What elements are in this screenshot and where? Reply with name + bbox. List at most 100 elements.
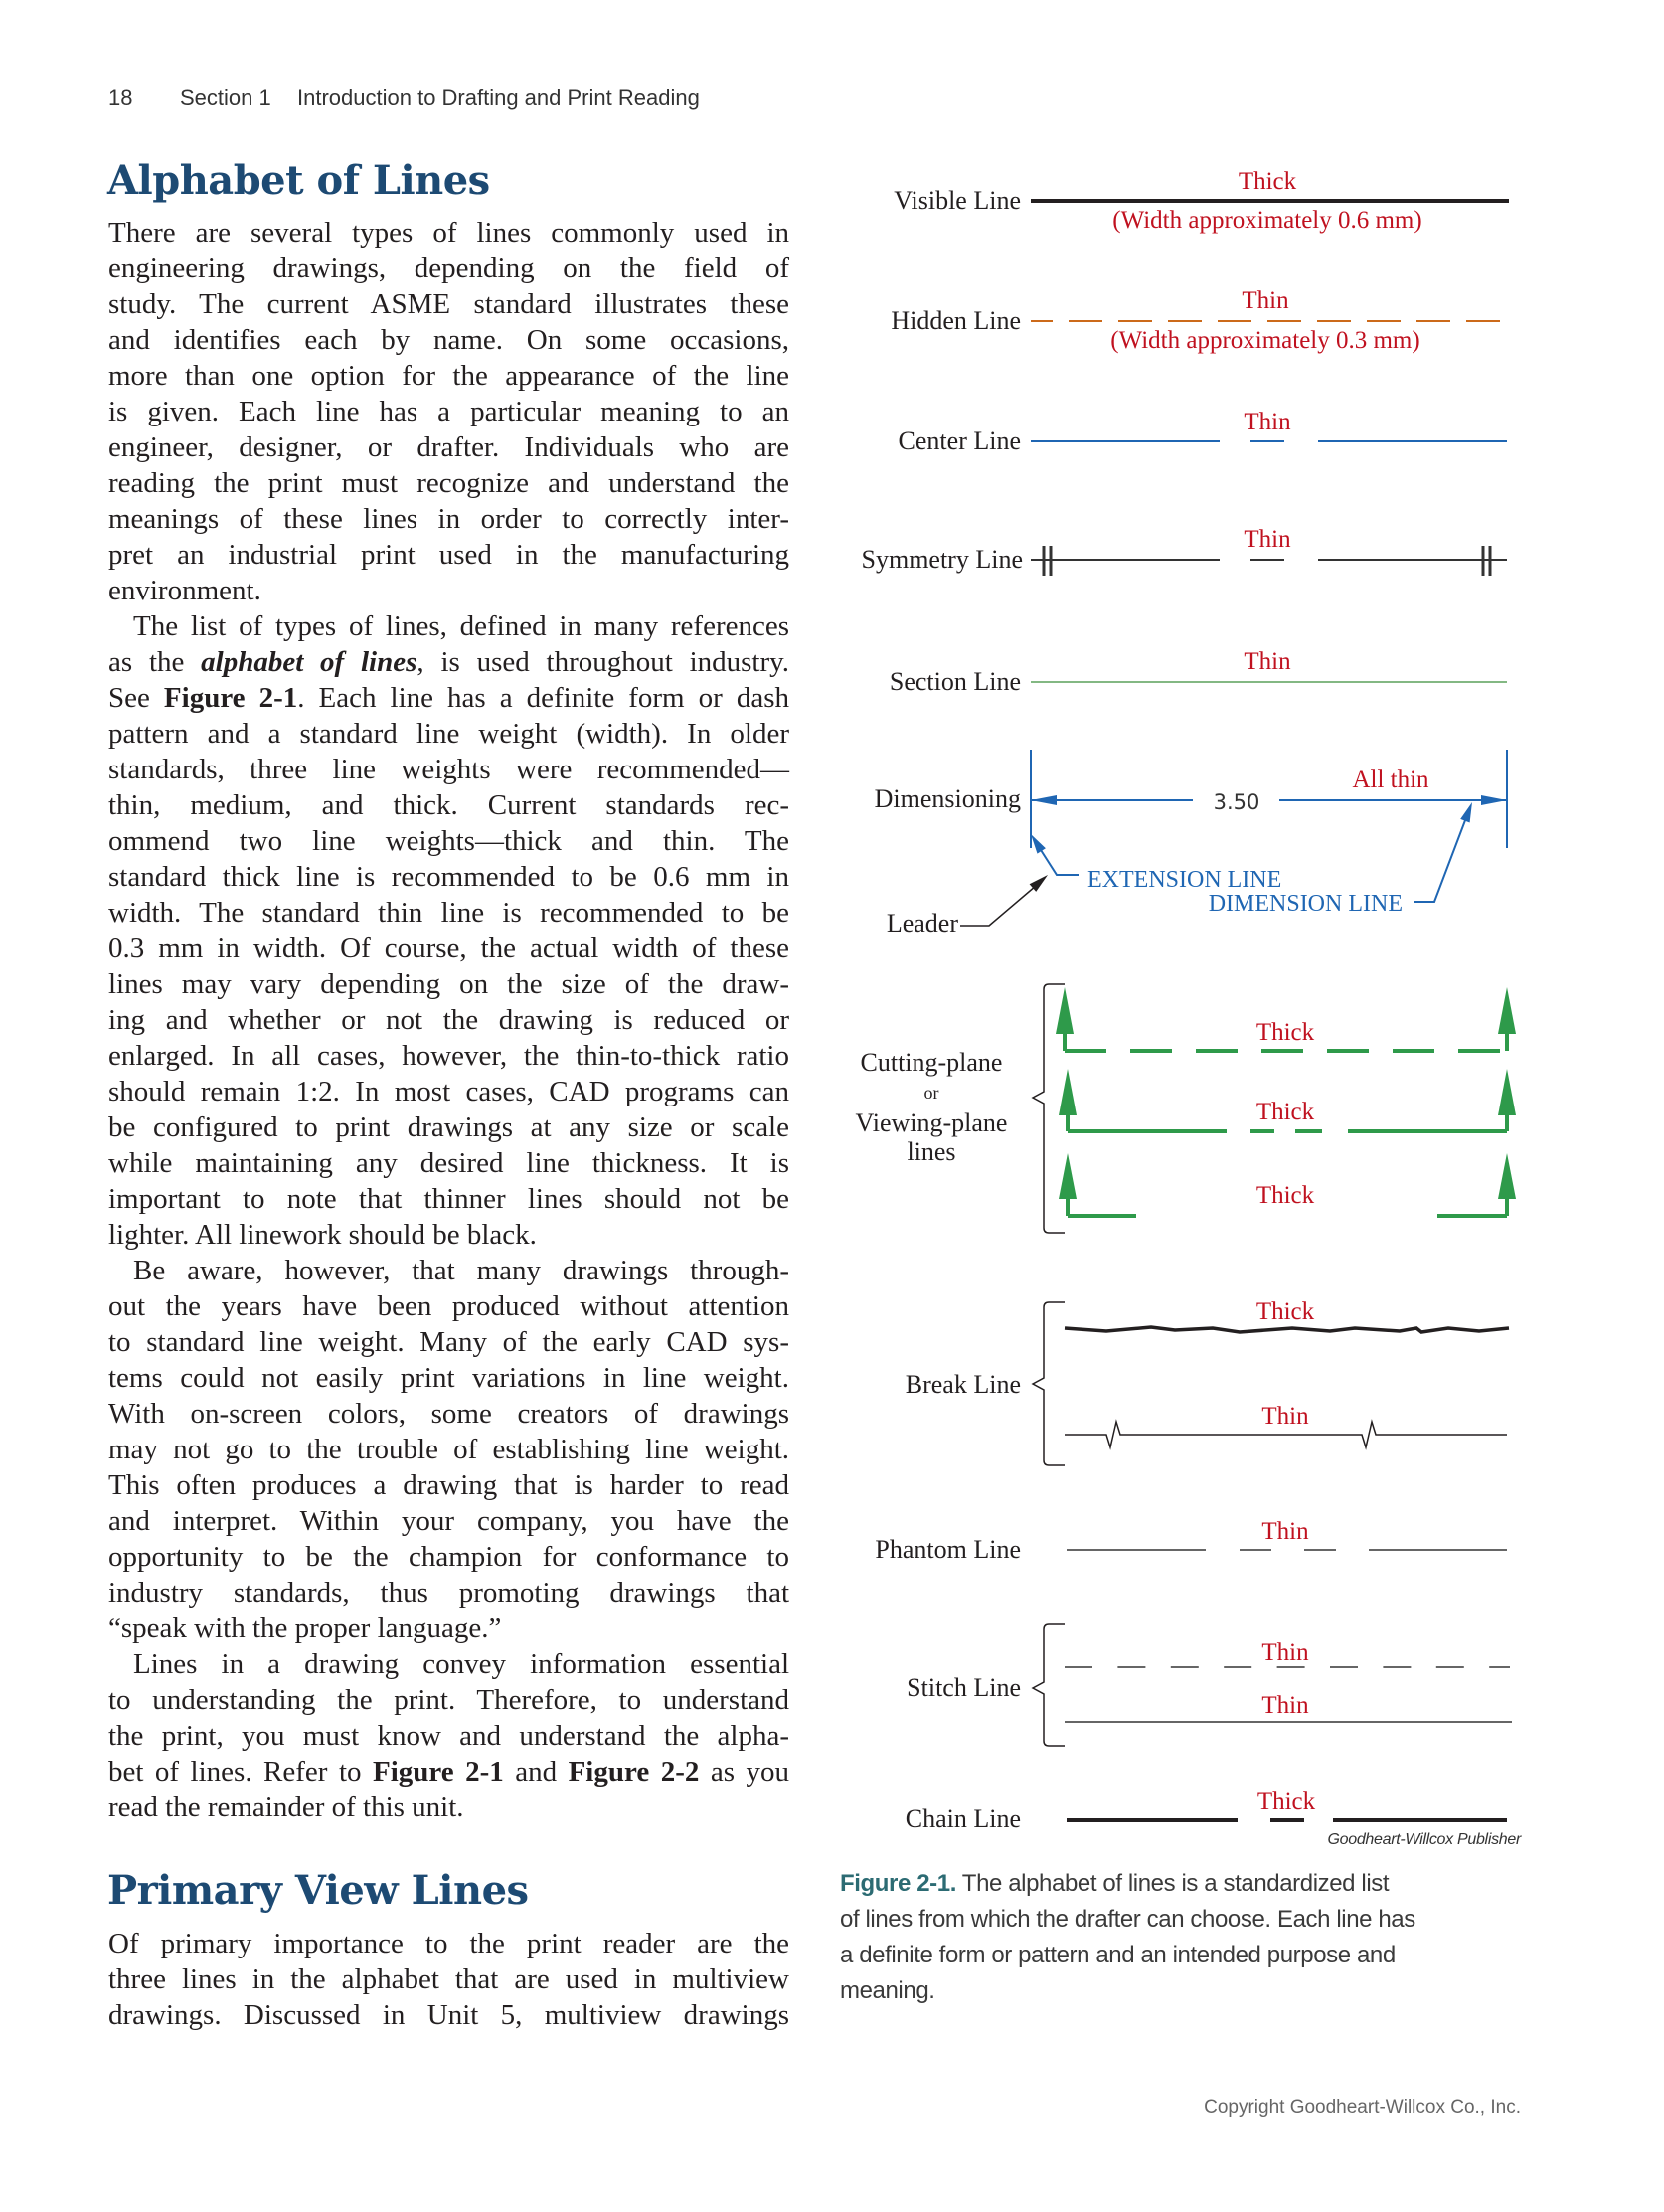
text-line: With on-screen colors, some creators of … [108,1398,789,1430]
hidden-line-weight: Thin [1242,287,1289,314]
viewing-plane-lines-label: lines [907,1137,955,1166]
text-line: environment. [108,575,261,606]
text-line: drawings. Discussed in Unit 5, multiview… [108,1999,789,2031]
text-line: lighter. All linework should be black. [108,1219,537,1251]
text-line: ing and whether or not the drawing is re… [108,1004,789,1036]
copyright-notice: Copyright Goodheart-Willcox Co., Inc. [1204,2097,1521,2118]
text-line: See Figure 2-1. Each line has a definite… [108,680,789,716]
cutting-plane-dashed [1056,987,1516,1053]
cutting-plane-samples [1056,987,1516,1218]
section-heading-alphabet-of-lines: Alphabet of Lines [107,157,490,204]
text-line: read the remainder of this unit. [108,1791,464,1823]
text-line: while maintaining any desired line thick… [108,1147,789,1179]
text-run: . Each line has a definite form or dash [297,682,790,714]
text-line: The list of types of lines, defined in m… [133,610,789,642]
extension-line-callout-label: EXTENSION LINE [1087,867,1281,893]
text-line: width. The standard thin line is recomme… [108,897,789,929]
text-line: and identifies each by name. On some occ… [108,324,789,356]
text-line: to standard line weight. Many of the ear… [108,1326,789,1358]
text-line: Be aware, however, that many drawings th… [133,1255,789,1286]
text-line: standard thick line is recommended to be… [108,861,789,893]
text-run: and [503,1756,569,1787]
text-line: to understanding the print. Therefore, t… [108,1684,789,1716]
break-line-label: Break Line [906,1370,1021,1399]
running-header-title: Introduction to Drafting and Print Readi… [297,85,700,110]
center-line-weight: Thin [1244,409,1291,435]
figure-credit: Goodheart-Willcox Publisher [1327,1831,1521,1848]
text-line: “speak with the proper language.” [108,1613,502,1644]
text-line: This often produces a drawing that is ha… [108,1469,789,1501]
text-line: bet of lines. Refer to Figure 2-1 and Fi… [108,1754,789,1789]
caption-line: a definite form or pattern and an intend… [840,1942,1396,1968]
text-line: more than one option for the appearance … [108,360,789,392]
figure-caption: Figure 2-1. The alphabet of lines is a s… [840,1866,1516,2009]
section-heading-primary-view-lines: Primary View Lines [107,1867,529,1914]
stitch-line-label: Stitch Line [907,1673,1021,1702]
brace-icon [1031,983,1065,1234]
text-line: is given. Each line has a particular mea… [108,396,789,427]
running-header-section: Section 1 [180,85,271,110]
text-line: be configured to print drawings at any s… [108,1111,789,1143]
text-run: bet of lines. Refer to [108,1756,373,1787]
visible-line-label: Visible Line [894,186,1021,215]
text-line: enlarged. In all cases, however, the thi… [108,1040,789,1072]
text-line: engineering drawings, depending on the f… [108,253,789,284]
symmetry-line-weight: Thin [1244,526,1291,553]
break-line-thin-sample [1065,1419,1507,1450]
hidden-line-note: (Width approximately 0.3 mm) [1110,327,1419,354]
text-run: as you [699,1756,789,1787]
caption-line: meaning. [840,1977,935,2004]
section-line-weight: Thin [1244,648,1291,675]
text-line: lines may vary depending on the size of … [108,968,789,1000]
stitch-line-weight-solid: Thin [1261,1692,1309,1719]
text-line: There are several types of lines commonl… [108,217,789,249]
cutting-plane-phantom [1059,1069,1516,1133]
symmetry-line-label: Symmetry Line [862,545,1023,574]
text-line: meanings of these lines in order to corr… [108,503,789,535]
text-line: should remain 1:2. In most cases, CAD pr… [108,1076,789,1107]
text-run: See [108,682,164,714]
phantom-line-label: Phantom Line [875,1535,1021,1564]
chain-line-weight: Thick [1257,1788,1316,1815]
break-line-weight-thin: Thin [1261,1403,1309,1430]
cutting-plane-weight-1: Thick [1256,1019,1315,1046]
arrowhead-right [1481,795,1507,805]
text-line: important to note that thinner lines sho… [108,1183,789,1215]
text-line: reading the print must recognize and und… [108,467,789,499]
text-line: Of primary importance to the print reade… [108,1928,789,1959]
visible-line-note: (Width approximately 0.6 mm) [1112,207,1421,234]
text-line: ommend two line weights—thick and thin. … [108,825,789,857]
text-line: thin, medium, and thick. Current standar… [108,789,789,821]
symmetry-line-sample [1031,546,1507,576]
text-line: engineer, designer, or drafter. Individu… [108,431,789,463]
center-line-label: Center Line [899,426,1021,455]
cutting-plane-weight-3: Thick [1256,1182,1315,1209]
text-line: out the years have been produced without… [108,1290,789,1322]
caption-line: of lines from which the drafter can choo… [840,1906,1415,1933]
cutting-plane-weight-2: Thick [1256,1099,1315,1125]
body-text-section1: There are several types of lines commonl… [108,215,789,1825]
body-text-section2: Of primary importance to the print reade… [108,1926,789,2033]
chain-line-label: Chain Line [906,1804,1021,1833]
text-line: study. The current ASME standard illustr… [108,288,789,320]
dimension-line-callout-label: DIMENSION LINE [1209,891,1403,917]
dimension-sample [1030,750,1508,903]
break-line-weight-thick: Thick [1256,1298,1315,1325]
leader-sample [960,875,1048,927]
phantom-line-weight: Thin [1261,1518,1309,1545]
text-line: industry standards, thus promoting drawi… [108,1577,789,1609]
text-line: standards, three line weights were recom… [108,754,789,785]
text-line: 0.3 mm in width. Of course, the actual w… [108,933,789,964]
figure-caption-label: Figure 2-1. [840,1870,956,1897]
text-run: as the [108,646,202,678]
dimension-callout [1414,806,1471,903]
text-line: opportunity to be the champion for confo… [108,1541,789,1573]
page-number: 18 [108,85,133,110]
cutting-plane-label: Cutting-plane [861,1048,1003,1077]
figure-reference: Figure 2-2 [568,1756,700,1787]
hidden-line-label: Hidden Line [891,306,1021,335]
arrowhead-left [1031,795,1057,805]
text-line: pret an industrial print used in the man… [108,539,789,571]
text-line: and interpret. Within your company, you … [108,1505,789,1537]
